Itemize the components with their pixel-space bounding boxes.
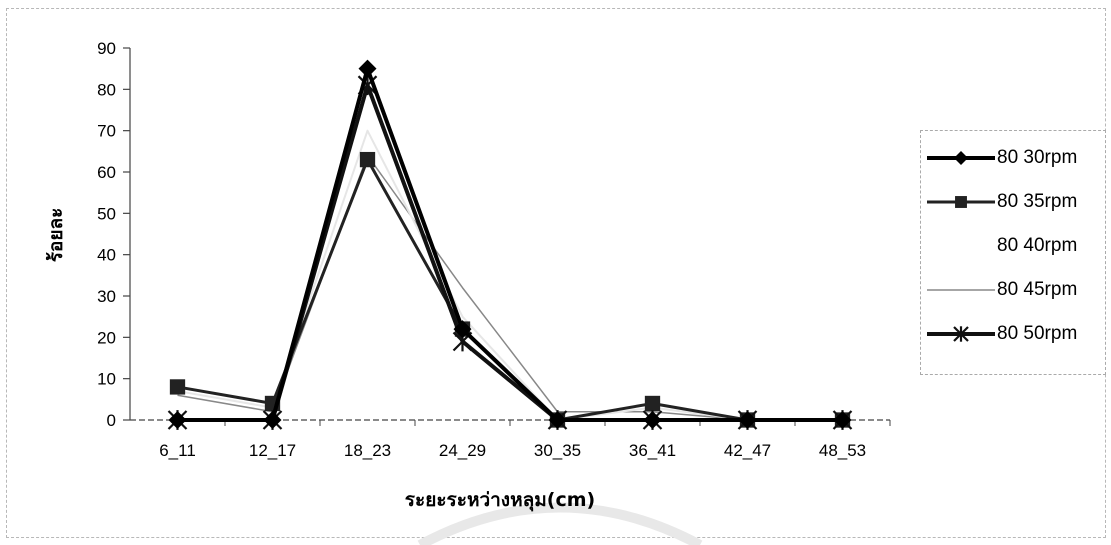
data-point [358, 59, 377, 78]
y-axis-ticks: 0 10 20 30 40 50 60 70 80 90 [97, 39, 130, 430]
legend-item: 80 30rpm [921, 143, 1107, 173]
x-tick-label: 36_41 [629, 441, 676, 460]
x-tick-label: 12_17 [249, 441, 296, 460]
legend-item: 80 45rpm [921, 275, 1107, 305]
series-layer [167, 59, 853, 430]
data-point [169, 379, 186, 395]
data-point [953, 326, 969, 342]
data-point [359, 151, 376, 168]
data-point [738, 411, 757, 429]
axes [129, 48, 890, 421]
y-tick-label: 30 [97, 287, 116, 306]
legend: 80 30rpm 80 35rpm 80 40rpm 80 45rpm 80 50rpm [920, 130, 1106, 375]
data-point [548, 411, 567, 429]
x-tick-label: 18_23 [344, 441, 391, 460]
y-tick-label: 10 [97, 370, 116, 389]
legend-swatch [927, 151, 995, 165]
legend-label: 80 50rpm [997, 323, 1078, 344]
y-tick-label: 80 [97, 80, 116, 99]
legend-swatch [927, 326, 995, 342]
watermark-arc [417, 502, 703, 545]
legend-item: 80 40rpm [921, 231, 1107, 261]
x-tick-label: 42_47 [724, 441, 771, 460]
legend-label: 80 35rpm [997, 191, 1078, 212]
legend-swatch [927, 289, 995, 291]
series-80-30rpm [168, 59, 852, 429]
legend-label: 80 30rpm [997, 147, 1078, 168]
x-tick-label: 30_35 [534, 441, 581, 460]
data-point [954, 151, 968, 165]
y-tick-label: 20 [97, 328, 116, 347]
y-tick-label: 70 [97, 122, 116, 141]
y-tick-label: 90 [97, 39, 116, 58]
legend-item: 80 50rpm [921, 319, 1107, 349]
y-tick-label: 50 [97, 204, 116, 223]
data-point [644, 395, 661, 412]
y-axis-title: ร้อยละ [45, 208, 67, 263]
x-tick-label: 6_11 [159, 441, 196, 460]
data-point [453, 320, 472, 339]
x-tick-label: 24_29 [439, 441, 486, 460]
legend-label: 80 45rpm [997, 279, 1078, 300]
legend-item: 80 35rpm [921, 187, 1107, 217]
data-point [168, 411, 187, 429]
data-point [643, 411, 662, 429]
y-tick-label: 0 [107, 411, 116, 430]
legend-swatch [927, 196, 995, 208]
legend-label: 80 40rpm [997, 235, 1078, 256]
data-point [833, 411, 852, 429]
series-line [177, 66, 843, 422]
legend-swatch [925, 231, 997, 261]
x-axis-title: ระยะระหว่างหลุม(cm) [405, 489, 595, 512]
series-80-35rpm [169, 151, 851, 428]
x-axis-ticks: 6_11 12_17 18_23 24_29 30_35 36_41 42_47 48_53 [159, 420, 891, 460]
x-tick-label: 48_53 [819, 441, 866, 460]
y-tick-label: 40 [97, 246, 116, 265]
data-point [955, 196, 967, 208]
data-point [263, 411, 282, 429]
y-tick-label: 60 [97, 163, 116, 182]
